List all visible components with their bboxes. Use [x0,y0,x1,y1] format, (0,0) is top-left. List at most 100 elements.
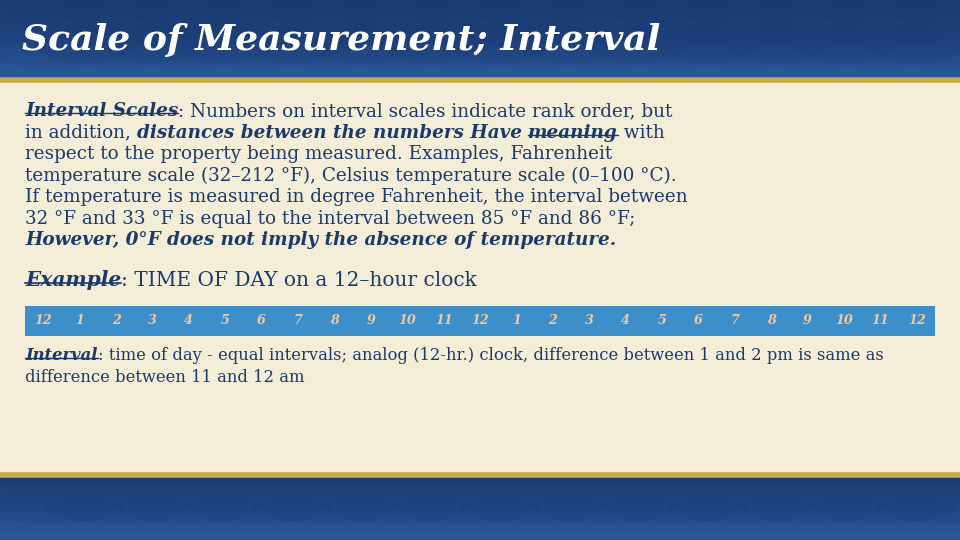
Ellipse shape [113,491,263,523]
Ellipse shape [875,491,960,523]
Text: 2: 2 [548,314,557,327]
Bar [0,25,960,28]
Bar [0,510,960,512]
Bar [0,488,960,490]
Text: 11: 11 [435,314,452,327]
Bar [0,22,960,24]
Bar [0,16,960,18]
Ellipse shape [182,491,333,523]
Ellipse shape [727,24,897,66]
Bar [0,531,960,534]
Bar [0,514,960,516]
Ellipse shape [326,7,467,49]
Ellipse shape [322,491,471,523]
Ellipse shape [687,0,798,33]
Ellipse shape [826,0,936,33]
Text: 10: 10 [835,314,852,327]
Text: difference between 11 and 12 am: difference between 11 and 12 am [25,368,304,386]
Text: 5: 5 [221,314,229,327]
Bar [0,528,960,530]
Text: 7: 7 [294,314,302,327]
Ellipse shape [118,7,258,49]
Text: respect to the property being measured. Examples, Fahrenheit: respect to the property being measured. … [25,145,612,163]
Ellipse shape [0,0,105,33]
Bar [0,525,960,527]
Ellipse shape [741,7,881,49]
Ellipse shape [534,7,674,49]
Ellipse shape [598,491,748,523]
Bar [0,505,960,508]
Ellipse shape [658,24,828,66]
Bar [0,497,960,500]
Bar [0,486,960,488]
Bar [0,56,960,58]
Ellipse shape [460,491,610,523]
Text: 7: 7 [731,314,739,327]
Ellipse shape [64,0,174,33]
Text: 1: 1 [512,314,521,327]
Ellipse shape [672,7,812,49]
Bar [0,53,960,56]
Bar [0,42,960,44]
Text: : time of day - equal intervals; analog (12-hr.) clock, difference between 1 and: : time of day - equal intervals; analog … [98,348,883,364]
Text: distances between the numbers: distances between the numbers [136,124,464,141]
Text: 9: 9 [804,314,812,327]
Bar [0,480,960,482]
Bar [0,523,960,525]
Ellipse shape [0,24,135,66]
Bar [0,496,960,498]
Text: 1: 1 [75,314,84,327]
Bar [0,44,960,46]
Ellipse shape [410,0,520,33]
Bar [0,5,960,8]
Text: However, 0°F does not imply the absence of temperature.: However, 0°F does not imply the absence … [25,231,616,249]
Text: If temperature is measured in degree Fahrenheit, the interval between: If temperature is measured in degree Fah… [25,188,687,206]
Bar [0,481,960,483]
Text: Scale of Measurement; Interval: Scale of Measurement; Interval [22,23,660,57]
Text: Interval Scales: Interval Scales [25,102,179,120]
Bar [0,2,960,4]
Bar [0,50,960,52]
Bar [0,17,960,20]
Bar [0,520,960,522]
Bar [0,535,960,537]
Bar [0,51,960,54]
Ellipse shape [396,7,536,49]
Text: meaning: meaning [528,124,617,141]
Text: 11: 11 [872,314,889,327]
Bar [0,39,960,42]
Ellipse shape [257,7,396,49]
Bar [0,3,960,6]
Text: 6: 6 [257,314,266,327]
Bar [0,517,960,519]
Bar [0,530,960,532]
Ellipse shape [0,7,120,49]
Ellipse shape [133,0,244,33]
Bar [25,306,935,335]
Bar [0,65,960,68]
Text: with: with [617,124,664,141]
Bar [0,10,960,12]
Bar [0,73,960,76]
Ellipse shape [311,24,481,66]
Bar [0,78,960,80]
Ellipse shape [549,0,659,33]
Ellipse shape [588,24,758,66]
Bar [0,504,960,506]
Text: 8: 8 [330,314,339,327]
Ellipse shape [667,491,817,523]
Text: Example: Example [25,271,121,291]
Ellipse shape [603,7,743,49]
Ellipse shape [480,0,589,33]
Bar [0,48,960,50]
Bar [0,507,960,509]
Bar [0,14,960,16]
Text: 12: 12 [35,314,52,327]
Ellipse shape [736,491,886,523]
Text: 2: 2 [111,314,120,327]
Bar [0,499,960,501]
Bar [0,512,960,514]
Bar [0,70,960,72]
Text: : TIME OF DAY on a 12–hour clock: : TIME OF DAY on a 12–hour clock [121,271,477,289]
Bar [0,64,960,66]
